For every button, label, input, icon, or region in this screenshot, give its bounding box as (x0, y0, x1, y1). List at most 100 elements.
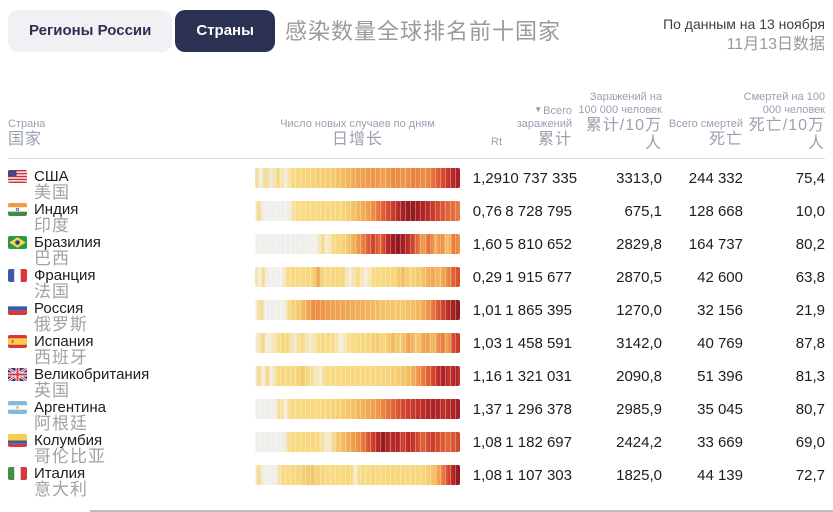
country-cell: Бразилия 巴西 (8, 234, 255, 267)
header-deaths-per-100k[interactable]: Смертей на 100 000 человек 死亡/10万人 (743, 91, 825, 152)
country-name-zh: 巴西 (34, 249, 70, 268)
total-cases-value: 10 737 335 (502, 170, 578, 187)
flag-ar-icon (8, 401, 27, 414)
total-deaths-value: 40 769 (697, 335, 743, 352)
cases-per-100k-value: 2985,9 (616, 401, 662, 418)
total-deaths-value: 51 396 (697, 368, 743, 385)
country-name-ru: Франция (34, 267, 96, 284)
daily-cases-heatmap (255, 333, 460, 353)
total-cases-value: 1 915 677 (505, 269, 572, 286)
deaths-per-100k-value: 80,7 (795, 401, 825, 418)
country-name-zh: 哥伦比亚 (34, 447, 106, 466)
cases-per-100k-value: 675,1 (624, 203, 662, 220)
country-name-ru: Великобритания (34, 366, 150, 383)
flag-es-icon (8, 335, 27, 348)
country-name-zh: 美国 (34, 183, 70, 202)
deaths-per-100k-value: 10,0 (795, 203, 825, 220)
table-body: США 美国 1,29 10 737 335 3313,0 244 332 75… (8, 168, 825, 498)
country-name-ru: Аргентина (34, 399, 106, 416)
total-deaths-value: 244 332 (688, 170, 743, 187)
country-name-zh: 俄罗斯 (34, 315, 88, 334)
header-country: Страна 国家 (8, 118, 46, 148)
flag-ru-icon (8, 302, 27, 315)
country-name-ru: Индия (34, 201, 79, 218)
flag-us-icon (8, 170, 27, 183)
cases-per-100k-value: 1825,0 (616, 467, 662, 484)
daily-cases-heatmap (255, 465, 460, 485)
total-cases-value: 1 107 303 (505, 467, 572, 484)
cases-per-100k-value: 2090,8 (616, 368, 662, 385)
cases-per-100k-value: 2424,2 (616, 434, 662, 451)
rt-value: 1,37 (472, 401, 502, 418)
flag-it-icon (8, 467, 27, 480)
header-total-cases[interactable]: ▼Всего заражений 累计 (516, 105, 572, 148)
total-deaths-value: 35 045 (697, 401, 743, 418)
header-cases-per-100k[interactable]: Заражений на 100 000 человек 累计/10万人 (578, 91, 662, 152)
rt-value: 0,76 (472, 203, 502, 220)
rt-value: 0,29 (472, 269, 502, 286)
rt-value: 1,08 (472, 467, 502, 484)
table-row: Индия 印度 0,76 8 728 795 675,1 128 668 10… (8, 201, 825, 234)
total-cases-value: 8 728 795 (505, 203, 572, 220)
total-deaths-value: 128 668 (688, 203, 743, 220)
country-name-ru: Испания (34, 333, 94, 350)
country-cell: Франция 法国 (8, 267, 255, 300)
rt-value: 1,08 (472, 434, 502, 451)
country-cell: Италия 意大利 (8, 465, 255, 498)
cases-per-100k-value: 2829,8 (616, 236, 662, 253)
country-name-ru: Италия (34, 465, 86, 482)
rt-value: 1,16 (472, 368, 502, 385)
header-daily-cases: Число новых случаев по дням 日增长 (280, 118, 435, 148)
table-row: США 美国 1,29 10 737 335 3313,0 244 332 75… (8, 168, 825, 201)
daily-cases-heatmap (255, 234, 460, 254)
daily-cases-heatmap (255, 399, 460, 419)
data-date-ru: По данным на 13 ноября (663, 16, 825, 32)
deaths-per-100k-value: 80,2 (795, 236, 825, 253)
country-cell: Аргентина 阿根廷 (8, 399, 255, 432)
country-cell: США 美国 (8, 168, 255, 201)
deaths-per-100k-value: 87,8 (795, 335, 825, 352)
total-deaths-value: 42 600 (697, 269, 743, 286)
deaths-per-100k-value: 72,7 (795, 467, 825, 484)
country-cell: Испания 西班牙 (8, 333, 255, 366)
country-name-zh: 阿根廷 (34, 414, 88, 433)
total-deaths-value: 32 156 (697, 302, 743, 319)
header-total-deaths[interactable]: Всего смертей 死亡 (668, 118, 743, 148)
table-row: Бразилия 巴西 1,60 5 810 652 2829,8 164 73… (8, 234, 825, 267)
rt-value: 1,01 (472, 302, 502, 319)
header-rt[interactable]: Rt (491, 136, 502, 148)
country-name-ru: Россия (34, 300, 84, 317)
cases-per-100k-value: 1270,0 (616, 302, 662, 319)
flag-fr-icon (8, 269, 27, 282)
deaths-per-100k-value: 81,3 (795, 368, 825, 385)
total-cases-value: 1 321 031 (505, 368, 572, 385)
country-name-zh: 印度 (34, 216, 70, 235)
country-name-zh: 西班牙 (34, 348, 88, 367)
top-bar: Регионы России Страны 感染数量全球排名前十国家 По да… (0, 0, 833, 55)
total-cases-value: 5 810 652 (505, 236, 572, 253)
country-cell: Индия 印度 (8, 201, 255, 234)
tab-countries[interactable]: Страны (175, 10, 275, 52)
total-deaths-value: 164 737 (688, 236, 743, 253)
daily-cases-heatmap (255, 432, 460, 452)
country-cell: Россия 俄罗斯 (8, 300, 255, 333)
table-header: Страна 国家 Число новых случаев по дням 日增… (8, 91, 825, 159)
view-switcher: Регионы России Страны (8, 10, 275, 52)
table-row: Великобритания 英国 1,16 1 321 031 2090,8 … (8, 366, 825, 399)
tab-russia-regions[interactable]: Регионы России (8, 10, 173, 52)
cases-per-100k-value: 3313,0 (616, 170, 662, 187)
country-cell: Колумбия 哥伦比亚 (8, 432, 255, 465)
country-name-zh: 英国 (34, 381, 70, 400)
daily-cases-heatmap (255, 168, 460, 188)
daily-cases-heatmap (255, 201, 460, 221)
total-cases-value: 1 296 378 (505, 401, 572, 418)
deaths-per-100k-value: 21,9 (795, 302, 825, 319)
total-cases-value: 1 182 697 (505, 434, 572, 451)
rt-value: 1,03 (472, 335, 502, 352)
flag-in-icon (8, 203, 27, 216)
daily-cases-heatmap (255, 267, 460, 287)
rt-value: 1,60 (472, 236, 502, 253)
cases-per-100k-value: 3142,0 (616, 335, 662, 352)
country-cell: Великобритания 英国 (8, 366, 255, 399)
next-section-edge (90, 510, 833, 512)
